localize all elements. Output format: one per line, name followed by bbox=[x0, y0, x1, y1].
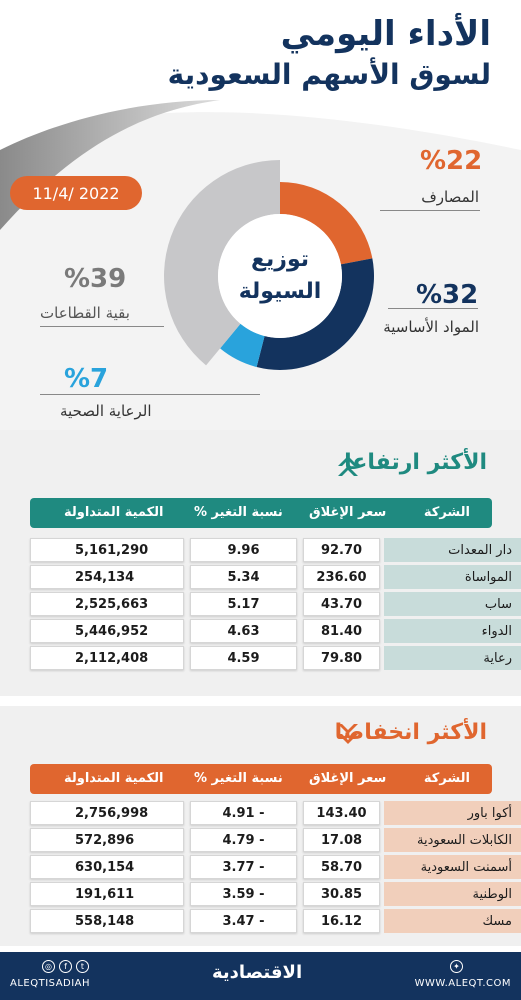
brand-logo-text: الاقتصادية bbox=[212, 962, 303, 983]
close-price-cell: 79.80 bbox=[303, 646, 380, 670]
gainers-section: الأكثر ارتفاعا الشركة سعر الإغلاق نسبة ا… bbox=[0, 430, 521, 696]
header-volume: الكمية المتداولة bbox=[64, 505, 164, 520]
change-cell: 4.63 bbox=[190, 619, 297, 643]
close-price-cell: 58.70 bbox=[303, 855, 380, 879]
table-row: 558,148 3.47 -16.12 مسك bbox=[30, 909, 521, 933]
donut-center bbox=[218, 214, 342, 338]
globe-icon: ✦ bbox=[450, 960, 463, 973]
table-row: 5,161,290 9.96 92.70 دار المعدات bbox=[30, 538, 521, 562]
change-cell: 9.96 bbox=[190, 538, 297, 562]
date-badge: 11/4/ 2022 bbox=[10, 176, 142, 210]
page-subtitle: لسوق الأسهم السعودية bbox=[167, 58, 491, 91]
company-name-cell: مسك bbox=[384, 909, 521, 933]
gainers-table-header: الشركة سعر الإغلاق نسبة التغير % الكمية … bbox=[30, 498, 492, 528]
losers-table-header: الشركة سعر الإغلاق نسبة التغير % الكمية … bbox=[30, 764, 492, 794]
company-name-cell: الدواء bbox=[384, 619, 521, 643]
hero-section: الأداء اليومي لسوق الأسهم السعودية 11/4/… bbox=[0, 0, 521, 430]
label-banks-name: المصارف bbox=[421, 188, 479, 206]
company-name-cell: رعاية bbox=[384, 646, 521, 670]
volume-cell: 5,161,290 bbox=[30, 538, 184, 562]
slice-basic-materials bbox=[256, 258, 374, 370]
leader-line-materials bbox=[388, 308, 478, 309]
label-materials-name: المواد الأساسية bbox=[383, 318, 479, 336]
close-price-cell: 43.70 bbox=[303, 592, 380, 616]
label-materials-value: %32 bbox=[416, 280, 479, 310]
label-others-name: بقية القطاعات bbox=[40, 304, 130, 322]
label-health-value: %7 bbox=[64, 364, 109, 394]
company-name-cell: ساب bbox=[384, 592, 521, 616]
volume-cell: 5,446,952 bbox=[30, 619, 184, 643]
gainers-title: الأكثر ارتفاعا bbox=[344, 450, 487, 475]
volume-cell: 2,525,663 bbox=[30, 592, 184, 616]
change-cell: 5.34 bbox=[190, 565, 297, 589]
center-label-line1: توزيع bbox=[251, 247, 309, 272]
table-row: 2,525,663 5.17 43.70 ساب bbox=[30, 592, 521, 616]
close-price-cell: 236.60 bbox=[303, 565, 380, 589]
label-banks-value: %22 bbox=[420, 146, 483, 176]
header-close: سعر الإغلاق bbox=[309, 505, 387, 520]
change-cell: 4.91 - bbox=[190, 801, 297, 825]
change-cell: 4.79 - bbox=[190, 828, 297, 852]
company-name-cell: الكابلات السعودية bbox=[384, 828, 521, 852]
leader-line-health bbox=[40, 394, 260, 395]
leader-line-others bbox=[40, 326, 164, 327]
leader-line-banks bbox=[380, 210, 480, 211]
close-price-cell: 81.40 bbox=[303, 619, 380, 643]
header-volume: الكمية المتداولة bbox=[64, 771, 164, 786]
header-close: سعر الإغلاق bbox=[309, 771, 387, 786]
table-row: 572,896 4.79 -17.08 الكابلات السعودية bbox=[30, 828, 521, 852]
volume-cell: 572,896 bbox=[30, 828, 184, 852]
slice-healthcare bbox=[220, 323, 265, 368]
footer-bar: ◎ f t ALEQTISADIAH الاقتصادية ✦ WWW.ALEQ… bbox=[0, 952, 521, 1000]
change-cell: 3.77 - bbox=[190, 855, 297, 879]
header-change: نسبة التغير % bbox=[194, 771, 283, 786]
change-cell: 3.59 - bbox=[190, 882, 297, 906]
company-name-cell: أسمنت السعودية bbox=[384, 855, 521, 879]
close-price-cell: 143.40 bbox=[303, 801, 380, 825]
social-handle[interactable]: ALEQTISADIAH bbox=[10, 978, 91, 989]
slice-banks bbox=[280, 182, 373, 265]
change-cell: 4.59 bbox=[190, 646, 297, 670]
header-company: الشركة bbox=[423, 771, 470, 786]
instagram-icon[interactable]: ◎ bbox=[42, 960, 55, 973]
double-chevron-down-icon bbox=[338, 724, 358, 744]
table-row: 254,134 5.34 236.60 المواساة bbox=[30, 565, 521, 589]
company-name-cell: المواساة bbox=[384, 565, 521, 589]
table-row: 2,756,998 4.91 -143.40 أكوا باور bbox=[30, 801, 521, 825]
social-icons: ◎ f t bbox=[42, 960, 89, 973]
change-cell: 3.47 - bbox=[190, 909, 297, 933]
volume-cell: 2,112,408 bbox=[30, 646, 184, 670]
table-row: 191,611 3.59 -30.85 الوطنية bbox=[30, 882, 521, 906]
volume-cell: 191,611 bbox=[30, 882, 184, 906]
change-cell: 5.17 bbox=[190, 592, 297, 616]
company-name-cell: الوطنية bbox=[384, 882, 521, 906]
table-row: 630,154 3.77 -58.70 أسمنت السعودية bbox=[30, 855, 521, 879]
close-price-cell: 30.85 bbox=[303, 882, 380, 906]
losers-section: الأكثر انخفاضا الشركة سعر الإغلاق نسبة ا… bbox=[0, 706, 521, 946]
close-price-cell: 92.70 bbox=[303, 538, 380, 562]
company-name-cell: دار المعدات bbox=[384, 538, 521, 562]
close-price-cell: 17.08 bbox=[303, 828, 380, 852]
volume-cell: 558,148 bbox=[30, 909, 184, 933]
close-price-cell: 16.12 bbox=[303, 909, 380, 933]
table-row: 2,112,408 4.59 79.80 رعاية bbox=[30, 646, 521, 670]
volume-cell: 254,134 bbox=[30, 565, 184, 589]
volume-cell: 630,154 bbox=[30, 855, 184, 879]
liquidity-donut-chart: توزيع السيولة bbox=[164, 160, 374, 370]
company-name-cell: أكوا باور bbox=[384, 801, 521, 825]
volume-cell: 2,756,998 bbox=[30, 801, 184, 825]
header-company: الشركة bbox=[423, 505, 470, 520]
double-chevron-up-icon bbox=[338, 456, 358, 476]
label-health-name: الرعاية الصحية bbox=[60, 402, 152, 420]
table-row: 5,446,952 4.63 81.40 الدواء bbox=[30, 619, 521, 643]
center-label-line2: السيولة bbox=[239, 279, 322, 304]
header-change: نسبة التغير % bbox=[194, 505, 283, 520]
twitter-icon[interactable]: t bbox=[76, 960, 89, 973]
slice-other-sectors bbox=[164, 160, 280, 366]
page-title: الأداء اليومي bbox=[280, 14, 491, 54]
facebook-icon[interactable]: f bbox=[59, 960, 72, 973]
losers-title: الأكثر انخفاضا bbox=[334, 720, 487, 745]
website-link[interactable]: WWW.ALEQT.COM bbox=[414, 978, 511, 989]
label-others-value: %39 bbox=[64, 264, 127, 294]
